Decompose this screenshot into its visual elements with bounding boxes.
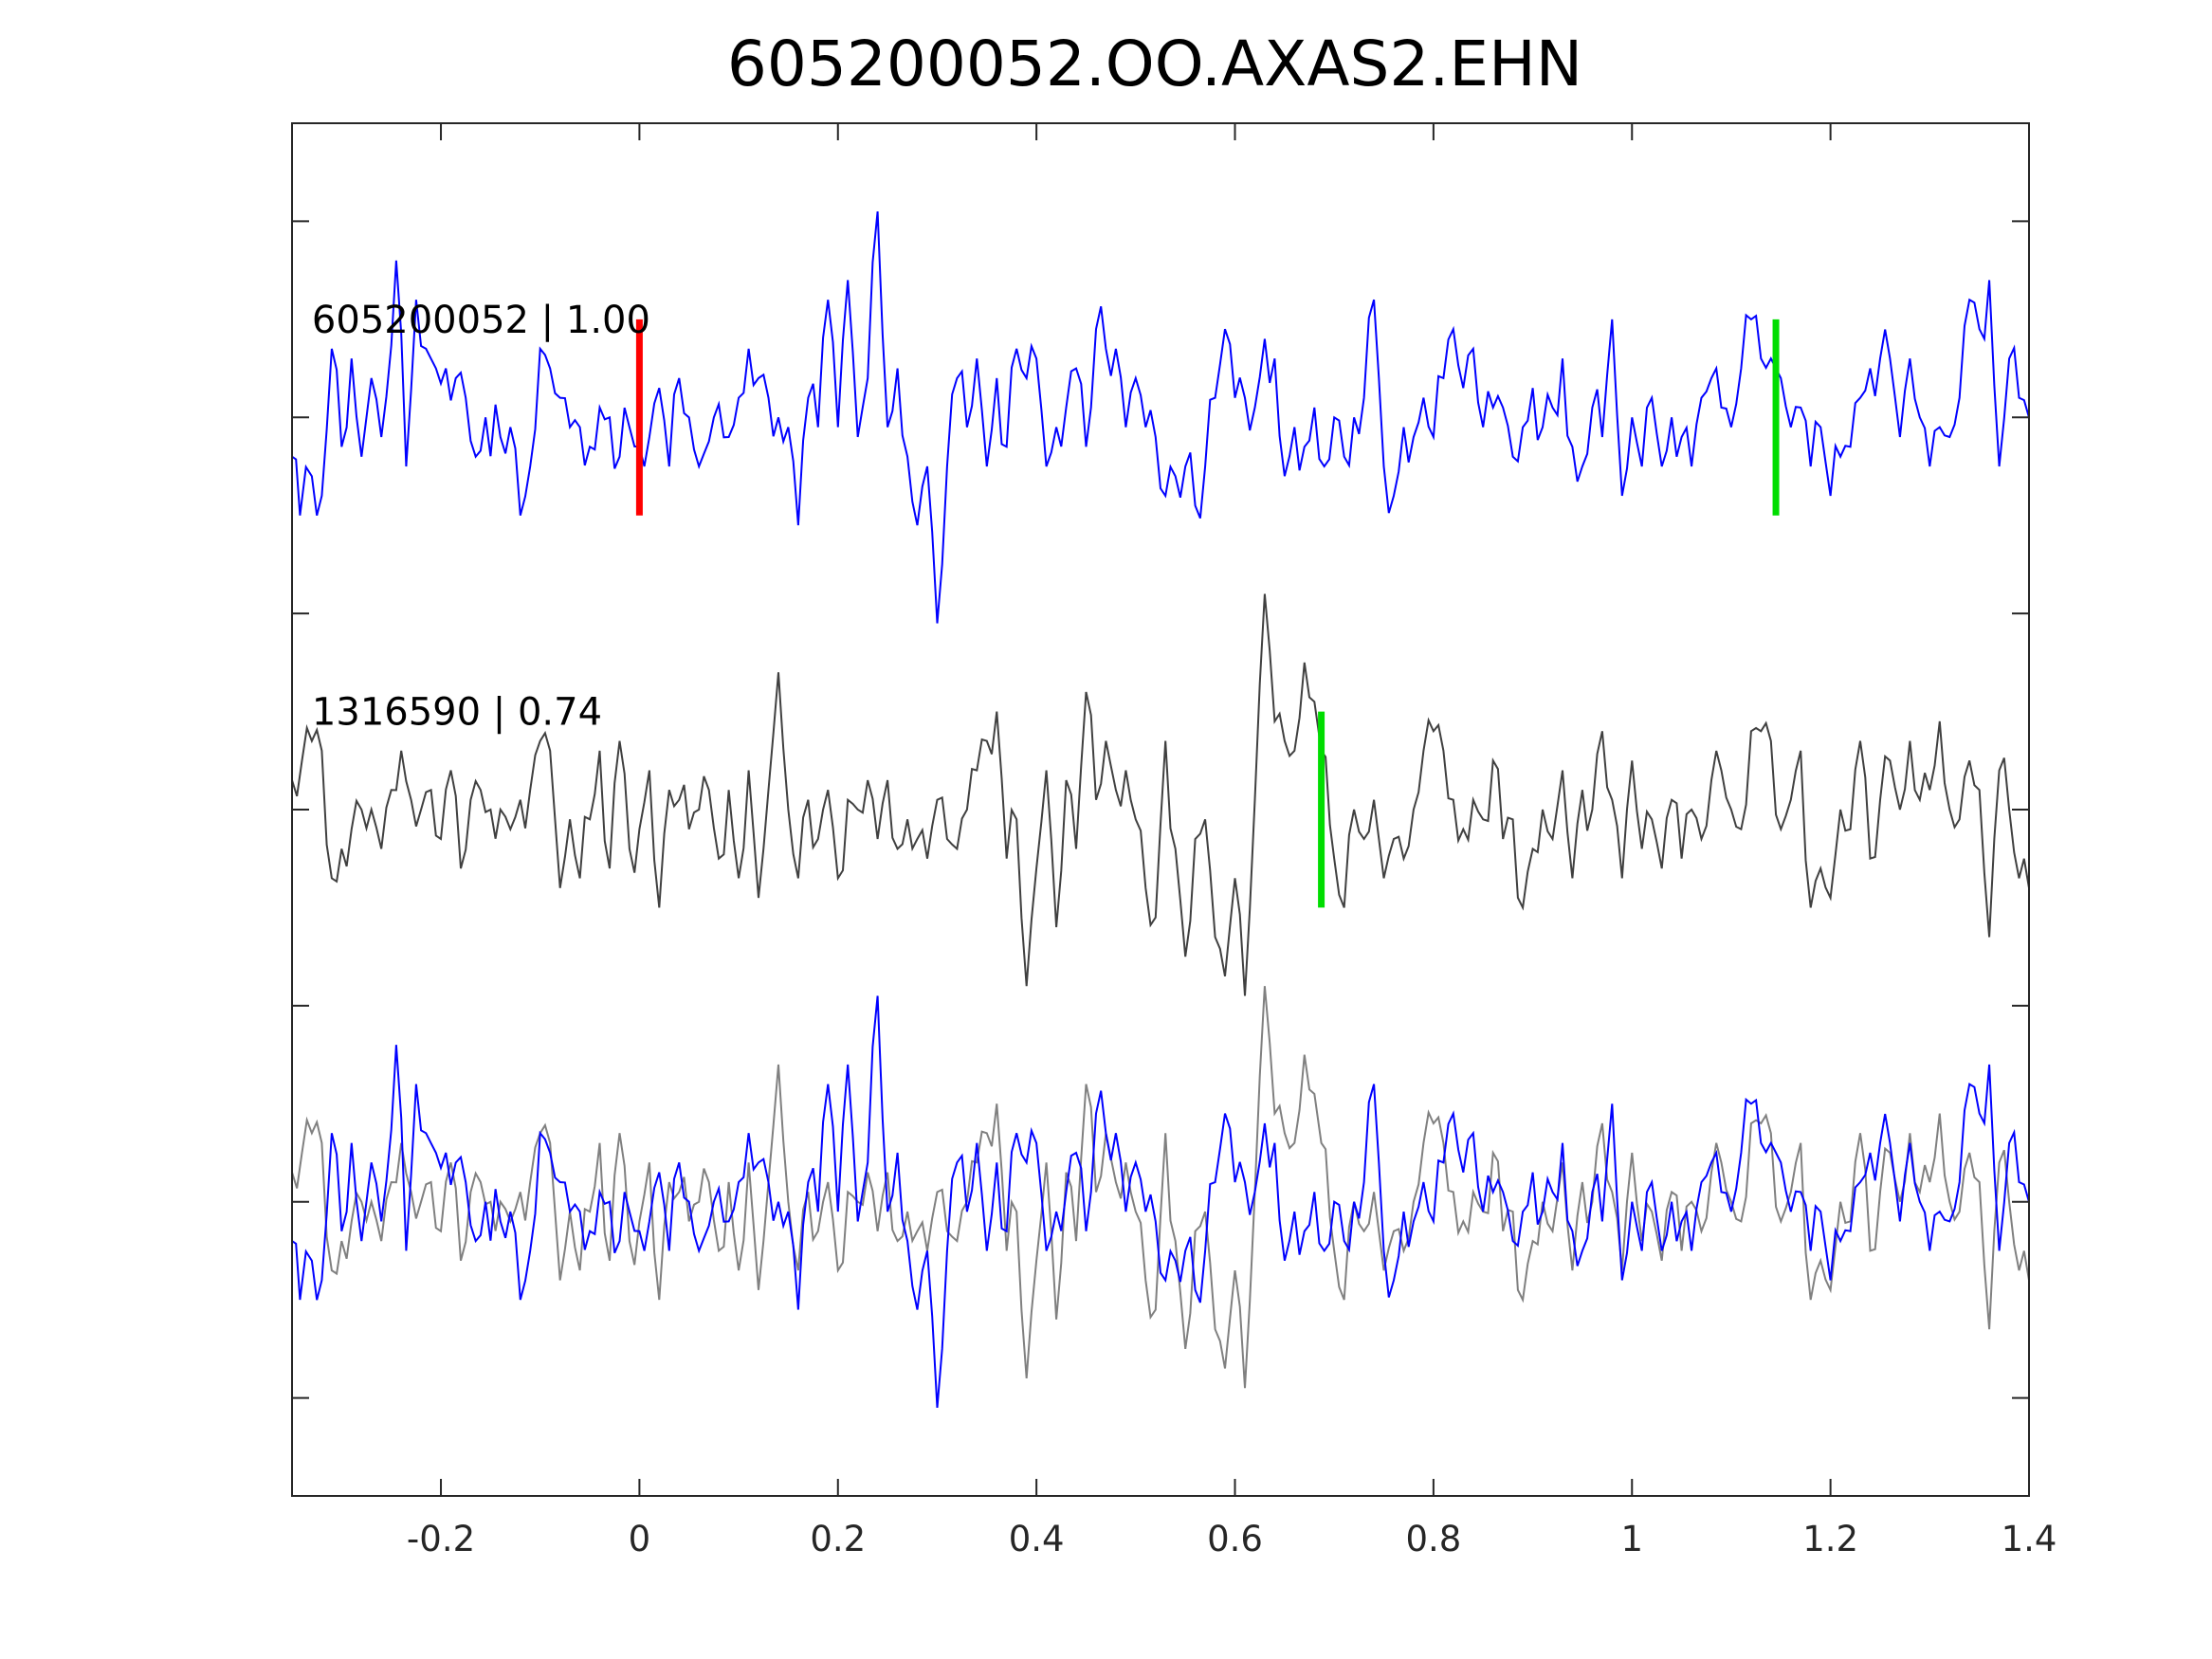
- x-tick-label: 0.6: [1207, 1519, 1263, 1559]
- x-tick-label: 1.4: [2002, 1519, 2057, 1559]
- axes-box: [291, 122, 2030, 1497]
- x-tick-label: 0: [629, 1519, 651, 1559]
- traces: [291, 211, 2030, 1408]
- trace-line-1: [291, 593, 2030, 996]
- chart-title: 605200052.OO.AXAS2.EHN: [727, 27, 1582, 100]
- overlay-trace-0: [291, 995, 2030, 1408]
- axis-ticks: -0.2 0 0.2 0.4 0.6 0.8 1 1.2 1.4: [292, 123, 2057, 1559]
- trace-label-1: 1316590 | 0.74: [312, 691, 602, 735]
- x-tick-label: 1.2: [1802, 1519, 1858, 1559]
- x-tick-label: 0.2: [810, 1519, 866, 1559]
- trace-labels: 605200052 | 1.00 1316590 | 0.74: [312, 299, 650, 735]
- overlay-trace-1: [291, 986, 2030, 1389]
- trace-line-0: [291, 211, 2030, 624]
- plot-area: -0.2 0 0.2 0.4 0.6 0.8 1 1.2 1.4 605200052 | 1.0…: [291, 122, 2057, 1559]
- x-tick-label: 1: [1620, 1519, 1643, 1559]
- x-tick-label: 0.8: [1405, 1519, 1461, 1559]
- picks: [635, 319, 1780, 908]
- trace-label-0: 605200052 | 1.00: [312, 299, 650, 342]
- x-tick-label: -0.2: [407, 1519, 475, 1559]
- x-tick-label: 0.4: [1009, 1519, 1065, 1559]
